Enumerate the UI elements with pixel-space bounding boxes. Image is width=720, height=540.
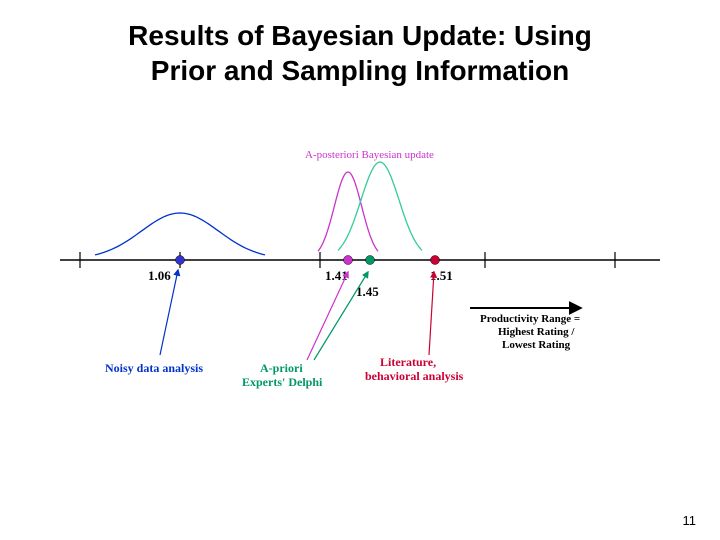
page-number: 11 [683, 513, 697, 528]
data-point [176, 256, 185, 265]
posterior-label: A-posteriori Bayesian update [305, 149, 434, 161]
bayesian-diagram: 1.061.411.451.51A-posteriori Bayesian up… [60, 150, 660, 450]
range-label-1: Productivity Range = [480, 313, 580, 325]
apriori-label-1: A-priori [260, 361, 303, 375]
literature-label-2: behavioral analysis [365, 369, 464, 383]
slide-title: Results of Bayesian Update: Using Prior … [0, 18, 720, 88]
prior-curve [95, 213, 265, 255]
slide: Results of Bayesian Update: Using Prior … [0, 0, 720, 540]
annotation-arrow [429, 272, 434, 355]
title-line-2: Prior and Sampling Information [0, 53, 720, 88]
noisy-label: Noisy data analysis [105, 361, 203, 375]
data-point [431, 256, 440, 265]
literature-label-1: Literature, [380, 355, 436, 369]
literature-curve [338, 162, 422, 250]
range-label-2: Highest Rating / [498, 326, 575, 338]
annotation-arrow [307, 272, 348, 360]
diagram-svg: 1.061.411.451.51A-posteriori Bayesian up… [60, 150, 660, 450]
annotation-arrow [314, 272, 368, 360]
data-point [344, 256, 353, 265]
apriori-label-2: Experts' Delphi [242, 375, 323, 389]
range-label-3: Lowest Rating [502, 339, 571, 351]
axis-value: 1.06 [148, 268, 171, 283]
title-line-1: Results of Bayesian Update: Using [0, 18, 720, 53]
data-point [366, 256, 375, 265]
posterior-curve [318, 172, 378, 251]
